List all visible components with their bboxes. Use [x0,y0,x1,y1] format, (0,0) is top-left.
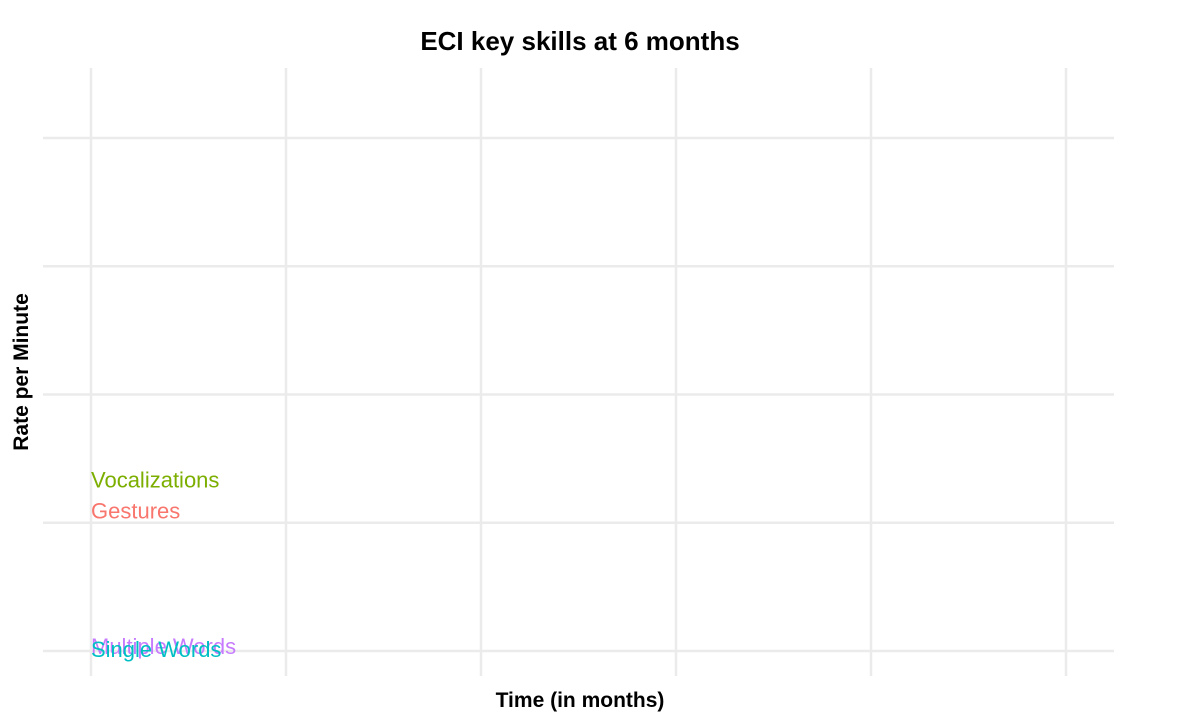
series-label-gestures: Gestures [91,498,180,523]
series-labels: Vocalizations Gestures Multiple WordsSingl… [91,468,236,662]
series-label-single-words: Single Words [91,637,221,662]
gridlines [43,68,1114,676]
series-label-multiple-words: Multiple Words [91,634,236,659]
series-label-vocalizations: Vocalizations [91,468,219,493]
chart-title: ECI key skills at 6 months [420,26,739,56]
x-axis-title: Time (in months) [496,689,665,712]
y-axis-title: Rate per Minute [10,293,33,451]
